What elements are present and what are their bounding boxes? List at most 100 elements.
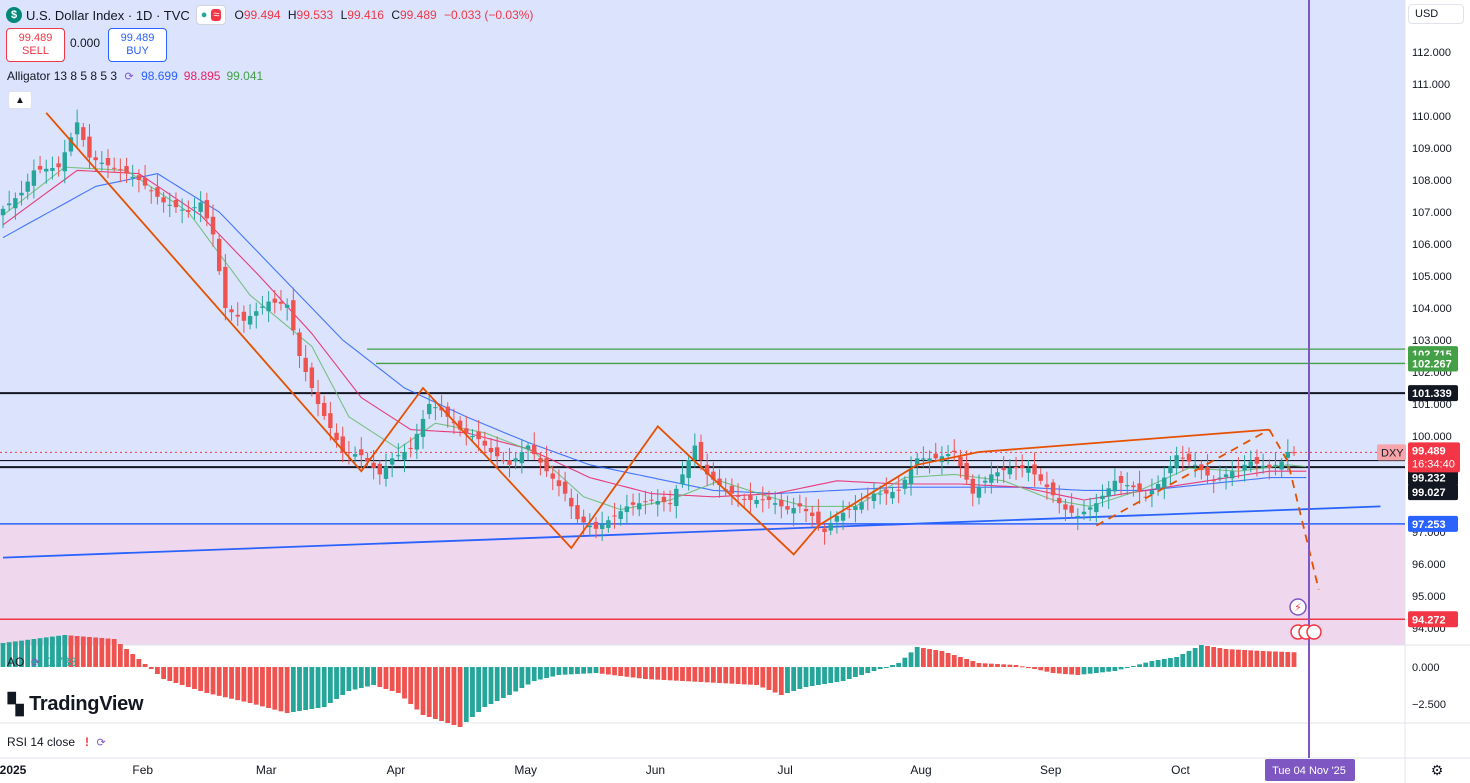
ao-bar [729,667,735,684]
alligator-legend[interactable]: Alligator 13 8 5 8 5 3 ⟳ 98.699 98.895 9… [7,68,263,84]
symbol-title[interactable]: U.S. Dollar Index · 1D · TVC [26,7,190,23]
ao-bar [463,667,469,722]
collapse-legend-button[interactable]: ▲ [8,91,32,109]
candle-body [1260,465,1266,469]
ao-bar [1044,667,1050,672]
lips-value: 99.041 [226,69,264,83]
ao-histogram [0,635,1297,727]
time-tick-label: Feb [132,763,153,777]
candle-body [643,501,648,503]
candle-body [142,177,148,186]
buy-button[interactable]: 99.489 BUY [108,28,167,62]
ao-bar [698,667,704,682]
rsi-legend[interactable]: RSI 14 close ! ⟳ [7,734,109,750]
currency-selector[interactable]: USD [1408,4,1464,24]
candle-body [624,506,630,513]
ao-bar [846,667,852,679]
ao-bar [1032,667,1037,669]
candle-body [470,436,475,438]
candle-body [1162,477,1167,489]
ao-bar [568,667,574,675]
ao-bar [1019,666,1025,668]
ao-bar [927,649,932,667]
candle-body [587,525,593,528]
candle-body [210,216,216,235]
candle-body [476,431,481,440]
ao-bar [976,663,982,667]
candle-body [686,460,691,478]
ao-bar [309,667,315,709]
candle-body [118,169,123,171]
ao-bar [680,667,685,681]
price-tick-label: 110.000 [1412,111,1451,123]
price-badge-deep-support [1408,611,1458,628]
candle-body [223,266,228,308]
candle-body [383,466,389,479]
candle-body [1242,464,1247,471]
ao-bar [1223,649,1229,667]
candle-body [44,168,49,172]
indicator-toggle-pill[interactable]: ● ≈ [195,5,227,25]
candle-body [1075,516,1081,518]
gear-icon: ⚙ [1431,763,1444,779]
candle-body [803,508,809,512]
ao-bar [290,667,296,712]
ao-bar [1174,657,1180,667]
ao-bar [643,667,648,679]
candle-body [1236,466,1241,468]
ao-bar [56,635,61,667]
price-tick-label: 108.000 [1412,175,1452,187]
candle-body [556,480,562,487]
ao-bar [130,654,136,667]
candle-body [241,311,247,321]
ao-bar [488,667,494,704]
refresh-icon[interactable]: ⟳ [124,70,134,83]
ao-bar [785,667,790,693]
candle-body [87,136,92,158]
ao-bar [865,667,871,673]
candle-body [982,480,988,483]
ao-bar [25,639,31,667]
candle-body [507,460,512,465]
candle-body [1211,480,1216,482]
ao-bar [599,667,605,674]
candle-body [1112,480,1118,492]
candle-body [1168,466,1173,474]
ao-bar [1186,651,1192,667]
chevron-up-icon: ▲ [15,94,25,106]
price-tick-label: 106.000 [1412,239,1452,251]
ao-bar [618,667,624,676]
refresh-icon[interactable]: ⟳ [30,656,40,669]
current-price-badge [1408,442,1460,473]
zigzag-pattern-line [45,112,1270,556]
candle-body [748,495,753,500]
ao-bar [297,667,302,711]
candle-body [1248,461,1253,467]
ao-bar [871,667,877,671]
ao-bar [717,667,722,683]
candle-body [427,404,432,415]
refresh-icon[interactable]: ⟳ [96,736,106,749]
ao-bar [6,642,12,667]
ao-bar [408,667,414,704]
sell-button[interactable]: 99.489 SELL [6,28,65,62]
ao-legend[interactable]: AO ⟳ 0.738 [7,654,76,670]
ao-bar [834,667,840,682]
price-tick-label: 112.000 [1412,47,1451,59]
candle-body [322,402,327,416]
ao-bar [939,651,945,667]
ao-label: AO [7,655,25,669]
ao-bar [105,638,111,667]
ao-bar [778,667,784,695]
ao-bar [902,657,908,667]
ao-bar [1112,667,1118,671]
candle-body [1223,474,1229,477]
ao-bar [1211,647,1217,667]
candle-body [952,450,957,452]
time-tick-label: Mar [256,763,277,777]
candle-body [544,457,549,472]
candle-body [105,157,111,166]
candle-body [111,167,117,169]
price-badge-level-a [1408,469,1458,486]
